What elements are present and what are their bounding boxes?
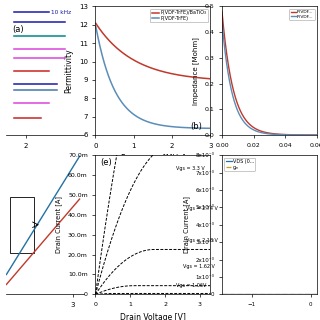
gₘ [315,292,319,296]
P(VDF... [246,124,250,128]
P(VDF... [297,133,301,137]
gₘ [271,292,275,296]
P(VDF... [281,132,284,136]
X-axis label: Drain Voltage [V]: Drain Voltage [V] [120,313,186,320]
P(VDF... [281,133,284,137]
Line: P(VDF...: P(VDF... [222,22,320,135]
P(VDF... [246,121,250,125]
P(VDF... [289,133,292,137]
gₘ [313,292,316,296]
VDS (0... [265,292,269,296]
Text: Vgs = 1.06V: Vgs = 1.06V [176,284,206,288]
Legend: P(VDF-TrFE)/BaTiO₃, P(VDF-TrFE): P(VDF-TrFE)/BaTiO₃, P(VDF-TrFE) [150,9,208,22]
P(VDF-TrFE) [124,105,127,108]
gₘ [220,292,224,296]
P(VDF... [297,133,301,137]
X-axis label: Frequency [MHz]: Frequency [MHz] [121,154,185,163]
P(VDF... [289,133,292,137]
P(VDF-TrFE)/BaTiO₃ [124,53,127,57]
P(VDF-TrFE)/BaTiO₃ [171,72,174,76]
Y-axis label: Impedance [Mohm]: Impedance [Mohm] [192,37,199,105]
gₘ [266,292,269,296]
Text: Vgs = 3.3 V: Vgs = 3.3 V [176,166,204,171]
P(VDF-TrFE)/BaTiO₃ [114,45,118,49]
P(VDF... [238,114,242,118]
P(VDF-TrFE) [146,120,150,124]
Y-axis label: Drain Current [A]: Drain Current [A] [56,196,62,253]
VDS (0... [315,292,319,296]
Text: Vgs = 1.62 V: Vgs = 1.62 V [183,264,214,268]
Text: (e): (e) [100,158,112,167]
Text: Vgs = 2.74 V: Vgs = 2.74 V [186,206,218,211]
VDS (0... [266,292,269,296]
gₘ [276,292,280,296]
P(VDF-TrFE) [180,125,184,129]
Legend: P(VDF..., P(VDF...: P(VDF..., P(VDF... [289,9,315,20]
Line: P(VDF-TrFE): P(VDF-TrFE) [96,27,211,128]
VDS (0... [313,292,316,296]
Line: P(VDF...: P(VDF... [222,12,320,135]
P(VDF-TrFE) [114,91,118,95]
P(VDF-TrFE)/BaTiO₃ [94,21,98,25]
P(VDF... [267,132,270,136]
P(VDF-TrFE)/BaTiO₃ [180,74,184,77]
P(VDF... [220,20,224,24]
P(VDF-TrFE)/BaTiO₃ [162,70,165,74]
Text: Vgs = 2.18 V: Vgs = 2.18 V [186,238,218,243]
VDS (0... [298,292,302,296]
P(VDF-TrFE) [162,124,165,127]
Line: P(VDF-TrFE)/BaTiO₃: P(VDF-TrFE)/BaTiO₃ [96,23,211,79]
P(VDF... [267,131,270,135]
P(VDF... [238,108,242,112]
Bar [10,197,34,252]
VDS (0... [276,292,280,296]
Y-axis label: Drain Current [A]: Drain Current [A] [183,196,190,253]
Text: (a): (a) [12,25,24,34]
Y-axis label: Permittivity: Permittivity [64,48,73,93]
VDS (0... [271,292,275,296]
Text: (b): (b) [190,122,202,131]
P(VDF-TrFE)/BaTiO₃ [146,65,150,68]
gₘ [298,292,302,296]
Text: 10 kHz: 10 kHz [51,10,71,15]
Legend: VDS (0..., gₘ: VDS (0..., gₘ [224,157,255,171]
VDS (0... [220,292,224,296]
P(VDF-TrFE)/BaTiO₃ [209,77,212,81]
P(VDF-TrFE) [171,125,174,129]
gₘ [265,292,269,296]
P(VDF-TrFE) [209,126,212,130]
P(VDF-TrFE) [94,25,98,29]
P(VDF... [220,10,224,13]
